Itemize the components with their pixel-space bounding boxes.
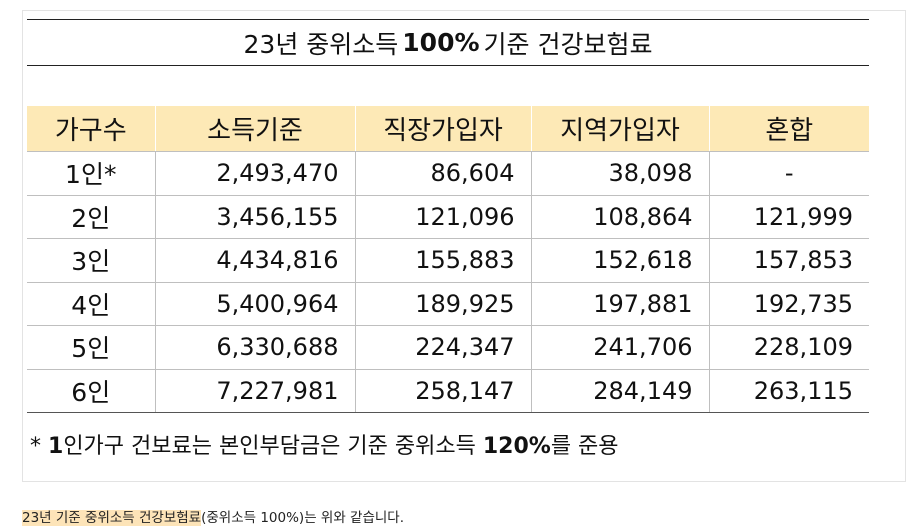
footnote: * 1인가구 건보료는 본인부담금은 기준 중위소득 120%를 준용 [30,428,619,460]
caption-highlight: 23년 기준 중위소득 건강보험료 [22,510,201,526]
footnote-tail: 를 준용 [551,434,619,459]
title-percent: 100% [402,28,479,57]
title-prefix: 23년 중위소득 [244,25,399,61]
table-row: 4인 5,400,964 189,925 197,881 192,735 [27,282,869,326]
cell-household: 1인* [27,152,155,196]
footnote-star: * [30,434,48,459]
cell-regional: 241,706 [531,326,709,370]
cell-household: 6인 [27,369,155,413]
cell-regional: 38,098 [531,152,709,196]
cell-mixed: 192,735 [709,282,869,326]
cell-income: 7,227,981 [155,369,355,413]
cell-income: 5,400,964 [155,282,355,326]
cell-mixed: 263,115 [709,369,869,413]
header-household: 가구수 [27,106,155,152]
table-row: 5인 6,330,688 224,347 241,706 228,109 [27,326,869,370]
cell-regional: 152,618 [531,239,709,283]
cell-employee: 258,147 [355,369,531,413]
table-row: 2인 3,456,155 121,096 108,864 121,999 [27,195,869,239]
cell-household: 3인 [27,239,155,283]
cell-employee: 86,604 [355,152,531,196]
cell-regional: 284,149 [531,369,709,413]
footnote-text: 인가구 건보료는 본인부담금은 기준 중위소득 [63,434,483,459]
cell-mixed: 121,999 [709,195,869,239]
cell-household: 4인 [27,282,155,326]
cell-income: 2,493,470 [155,152,355,196]
cell-household: 2인 [27,195,155,239]
header-employee: 직장가입자 [355,106,531,152]
cell-income: 6,330,688 [155,326,355,370]
cell-mixed: 157,853 [709,239,869,283]
cell-household: 5인 [27,326,155,370]
header-income: 소득기준 [155,106,355,152]
cell-income: 3,456,155 [155,195,355,239]
table-row: 1인* 2,493,470 86,604 38,098 - [27,152,869,196]
table-row: 3인 4,434,816 155,883 152,618 157,853 [27,239,869,283]
cell-mixed: 228,109 [709,326,869,370]
cell-income: 4,434,816 [155,239,355,283]
cell-employee: 224,347 [355,326,531,370]
cell-regional: 197,881 [531,282,709,326]
cell-regional: 108,864 [531,195,709,239]
footnote-percent: 120% [483,434,551,459]
cell-employee: 121,096 [355,195,531,239]
cell-mixed: - [709,152,869,196]
figure-title: 23년 중위소득 100% 기준 건강보험료 [27,19,869,66]
header-regional: 지역가입자 [531,106,709,152]
table-header-row: 가구수 소득기준 직장가입자 지역가입자 혼합 [27,106,869,152]
cell-employee: 189,925 [355,282,531,326]
caption-rest: (중위소득 100%)는 위와 같습니다. [201,510,404,526]
table-row: 6인 7,227,981 258,147 284,149 263,115 [27,369,869,413]
footnote-one: 1 [48,434,63,459]
header-mixed: 혼합 [709,106,869,152]
title-suffix: 기준 건강보험료 [484,25,653,61]
caption: 23년 기준 중위소득 건강보험료(중위소득 100%)는 위와 같습니다. [22,506,404,526]
cell-employee: 155,883 [355,239,531,283]
insurance-table: 가구수 소득기준 직장가입자 지역가입자 혼합 1인* 2,493,470 86… [27,106,869,413]
